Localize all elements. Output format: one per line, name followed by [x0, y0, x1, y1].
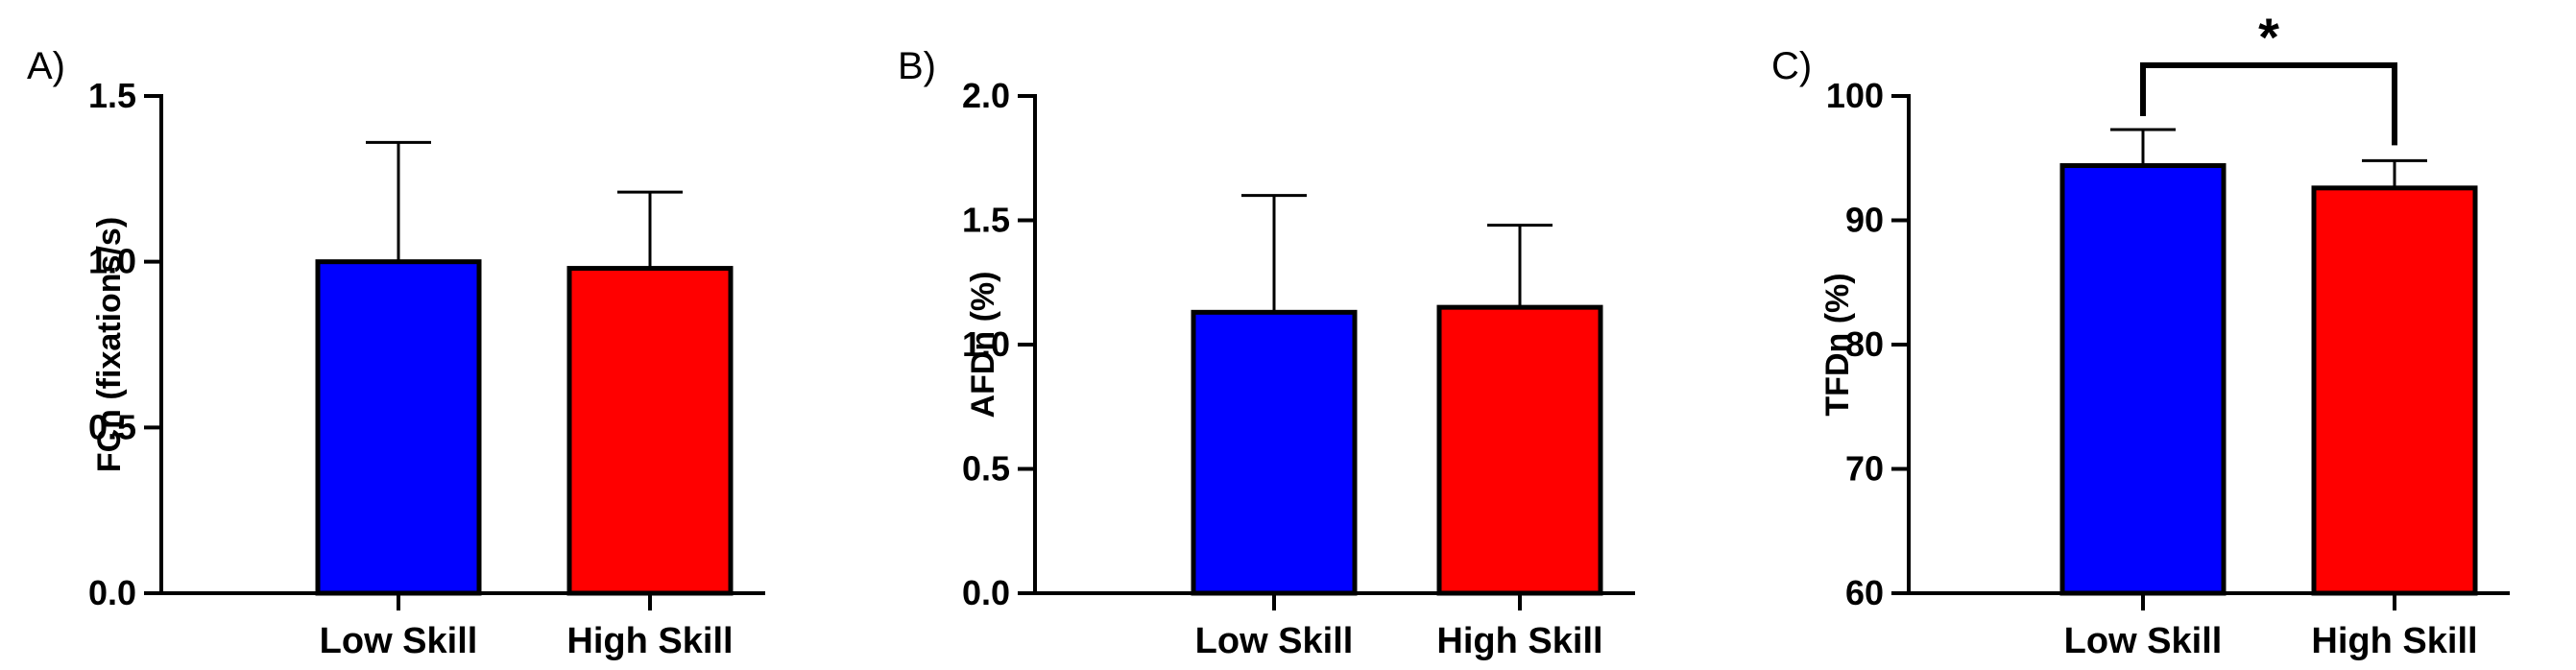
significance-star: * [2258, 7, 2279, 67]
y-tick-label: 70 [1845, 449, 1884, 489]
y-tick-label: 60 [1845, 573, 1884, 612]
y-axis-label: TFDn (%) [1819, 273, 1856, 416]
y-tick-label: 2.0 [962, 76, 1010, 115]
y-tick-label: 1.5 [88, 76, 136, 115]
x-tick-label: Low Skill [1195, 621, 1354, 661]
x-tick-label: High Skill [566, 621, 733, 661]
bar-low-skill [315, 259, 482, 596]
y-tick-label: 0.0 [962, 573, 1010, 612]
bar-low-skill [2059, 163, 2227, 596]
x-tick-label: High Skill [1436, 621, 1602, 661]
panel-letter: C) [1771, 45, 1812, 87]
y-tick-label: 0.5 [962, 449, 1010, 489]
x-tick-label: Low Skill [320, 621, 478, 661]
bar-low-skill [1191, 309, 1358, 596]
chart-panel-3: C) 60 70 80 90 100 Low Skill High Skill TFDn (%)… [1771, 7, 2510, 661]
y-tick-label: 80 [1845, 324, 1884, 364]
chart-panel-1: A) 0.0 0.5 1.0 1.5 Low Skill High Skill FCn (fi… [27, 45, 765, 661]
y-tick-label: 90 [1845, 201, 1884, 240]
y-axis-label: FCn (fixations/s) [91, 217, 128, 472]
significance-bracket [2140, 62, 2397, 146]
x-tick-label: High Skill [2311, 621, 2477, 661]
y-tick-label: 0.0 [88, 573, 136, 612]
y-tick-label: 0.5 [88, 407, 136, 446]
bar-high-skill [2311, 185, 2478, 596]
bar-high-skill [1436, 304, 1603, 596]
x-tick-label: Low Skill [2064, 621, 2223, 661]
panel-letter: B) [898, 45, 936, 87]
chart-panel-2: B) 0.0 0.5 1.0 1.5 2.0 Low Skill High Skill AFDn… [898, 45, 1635, 661]
y-tick-label: 1.0 [88, 242, 136, 281]
panel-letter: A) [27, 45, 65, 87]
y-tick-label: 1.5 [962, 201, 1010, 240]
bar-high-skill [566, 266, 734, 596]
y-axis-label: AFDn (%) [965, 272, 1001, 419]
y-tick-label: 100 [1826, 76, 1884, 115]
y-tick-label: 1.0 [962, 324, 1010, 364]
